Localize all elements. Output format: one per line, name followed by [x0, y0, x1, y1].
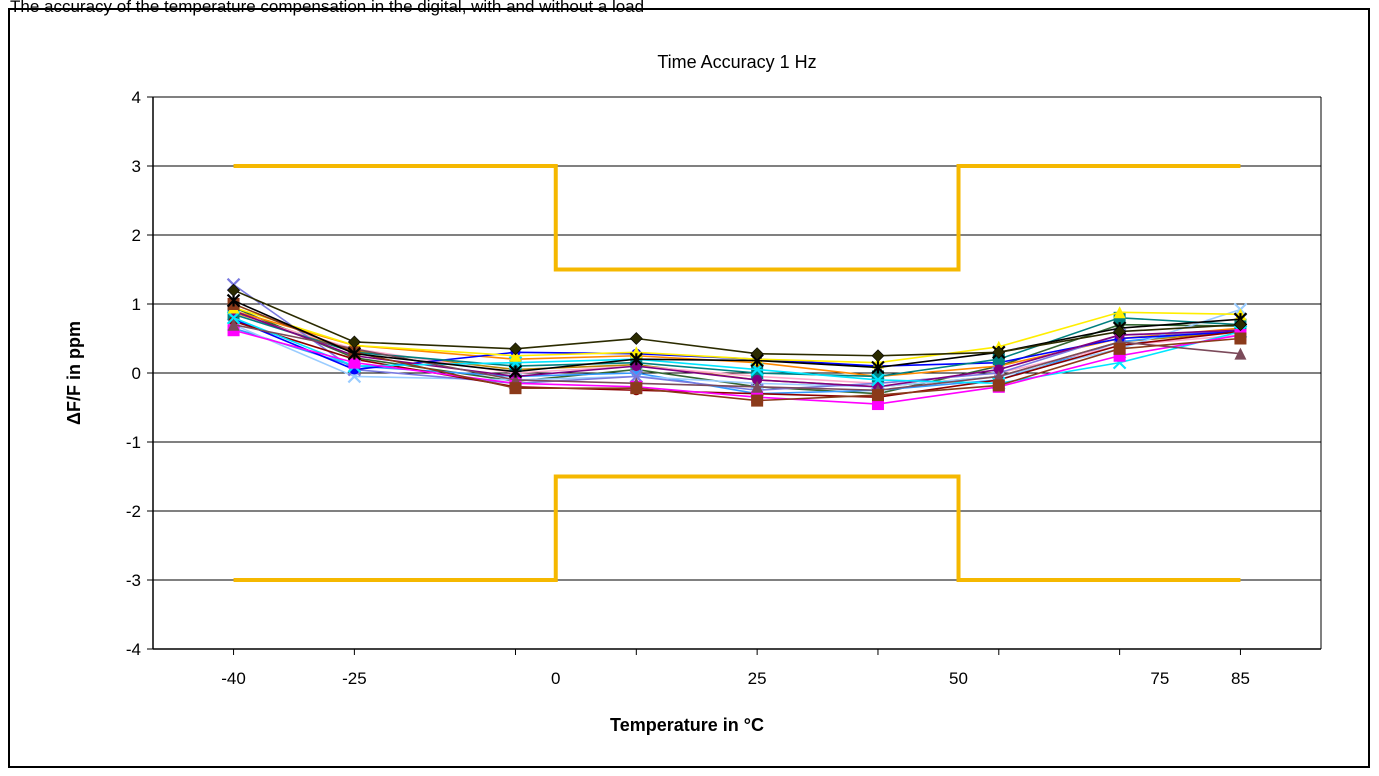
x-axis-title: Temperature in °C: [610, 715, 764, 735]
data-point: [226, 311, 241, 325]
data-point: [752, 374, 763, 385]
y-tick-label: -1: [126, 433, 141, 452]
data-point: [1113, 306, 1126, 319]
data-point: [751, 394, 764, 407]
data-point: [347, 346, 362, 361]
data-point: [509, 349, 522, 362]
data-point: [871, 349, 885, 363]
x-tick-label: 75: [1150, 669, 1169, 688]
data-point: [629, 369, 644, 384]
x-tick-label: 85: [1231, 669, 1250, 688]
chart-frame: The accuracy of the temperature compensa…: [8, 0, 1370, 768]
data-point: [751, 380, 764, 393]
y-axis-title: ΔF/F in ppm: [64, 321, 84, 425]
data-point: [871, 360, 885, 375]
chart-svg: Time Accuracy 1 Hz 4 3 2 1 0 -1 -2 -3 -4 -40 -25 0 25…: [64, 52, 1322, 735]
data-point: [992, 379, 1005, 392]
data-point: [509, 382, 522, 395]
y-tick-label: 1: [132, 295, 141, 314]
data-point: [509, 342, 522, 356]
y-tick-label: 3: [132, 157, 141, 176]
chart-title: Time Accuracy 1 Hz: [657, 52, 816, 72]
x-tick-label: 50: [949, 669, 968, 688]
data-point: [348, 356, 361, 369]
data-point: [1113, 342, 1126, 355]
data-point: [508, 364, 523, 379]
x-tick-label: 25: [748, 669, 767, 688]
page-caption: The accuracy of the temperature compensa…: [10, 0, 645, 16]
data-point: [871, 373, 885, 387]
y-tick-label: 0: [132, 364, 141, 383]
data-point: [1113, 325, 1127, 339]
data-point: [993, 364, 1004, 375]
y-tick-label: 2: [132, 226, 141, 245]
limit-line-lower: [233, 474, 1241, 582]
data-point: [347, 335, 361, 349]
data-point: [227, 318, 240, 331]
x-tick-label: -25: [342, 669, 367, 688]
data-point: [630, 382, 643, 395]
data-point: [1234, 347, 1247, 360]
data-point: [1234, 332, 1247, 345]
data-point: [871, 389, 884, 402]
data-point: [629, 332, 643, 345]
y-tick-label: 4: [132, 88, 141, 107]
data-point: [631, 361, 642, 372]
series-line: [233, 311, 1241, 388]
data-point: [750, 347, 764, 361]
x-tick-label: 0: [551, 669, 560, 688]
y-tick-label: -4: [126, 640, 141, 659]
y-tick-label: -3: [126, 571, 141, 590]
data-point: [992, 345, 1006, 359]
data-point: [1234, 318, 1247, 332]
limit-line-upper: [233, 164, 1241, 272]
data-point: [629, 352, 644, 366]
data-point: [227, 283, 240, 297]
y-tick-label: -2: [126, 502, 141, 521]
x-tick-label: -40: [221, 669, 246, 688]
